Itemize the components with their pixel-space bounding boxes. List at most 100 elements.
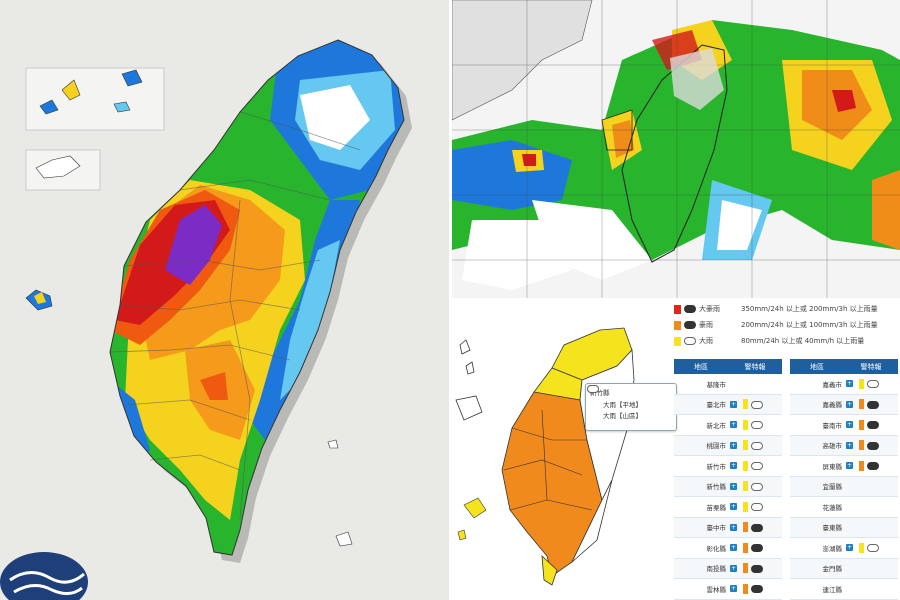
legend-level: 豪雨 [699,321,713,329]
table-row: 雲林縣 + [674,579,782,600]
cloud-icon [590,411,601,419]
warning-level-bar [743,563,748,574]
rain-cloud-icon [866,379,879,389]
county-name: 臺東縣 [822,524,843,533]
expand-icon[interactable]: + [730,400,737,408]
table-row: 花蓮縣+ [790,497,898,518]
table-header: 地區 警特報 [674,359,782,374]
rain-cloud-icon [750,420,763,430]
popup-line: 大雨【平地】 [603,400,642,409]
legend-desc: 80mm/24h 以上或 40mm/h 以上雨量 [741,337,865,345]
legend-desc: 200mm/24h 以上或 100mm/3h 以上雨量 [741,321,878,329]
table-header: 地區 警特報 [790,359,898,374]
expand-icon[interactable]: + [846,421,853,429]
warning-level-bar [859,542,864,553]
expand-icon[interactable]: + [846,441,853,449]
expand-icon[interactable]: + [730,523,737,531]
warning-level-bar [743,522,748,533]
table-row: 新竹市 + [674,456,782,477]
table-row: 嘉義縣 + [790,394,898,415]
table-row: 臺中市 + [674,517,782,538]
warning-level-bar [743,583,748,594]
expand-icon[interactable]: + [730,544,737,552]
table-row: 金門縣+ [790,558,898,579]
rain-cloud-icon [683,304,696,314]
rain-cloud-icon [866,543,879,553]
warning-map [455,327,635,586]
expand-icon[interactable]: + [730,503,737,511]
rain-cloud-icon [866,461,879,471]
county-name: 連江縣 [822,585,843,594]
warning-level-bar [743,460,748,471]
county-name: 臺中市 [706,524,727,533]
cloud-icon [590,400,601,408]
expand-icon[interactable]: + [730,421,737,429]
panel-divider [452,298,900,300]
county-name: 臺北市 [706,401,727,410]
expand-icon[interactable]: + [846,544,853,552]
popup-row: 大雨【平地】 [590,398,672,409]
county-name: 新竹縣 [706,483,727,492]
county-name: 嘉義市 [822,380,843,389]
rain-cloud-icon [750,400,763,409]
expand-icon[interactable]: + [846,400,853,408]
county-name: 高雄市 [822,442,843,451]
table-row: 連江縣+ [790,579,898,600]
rain-cloud-icon [750,543,763,553]
lat-lon-grid [452,0,900,298]
table-row: 苗栗縣 + [674,497,782,518]
legend-row-torrential: 豪雨 200mm/24h 以上或 100mm/3h 以上雨量 [674,318,878,332]
legend-swatch [674,304,681,314]
taiwan-outline [621,44,728,263]
rain-cloud-icon [750,564,763,573]
rain-cloud-icon [683,336,696,346]
expand-icon[interactable]: + [730,462,737,470]
table-row: 桃園市 + [674,435,782,456]
rainfall-map [0,39,412,600]
expand-icon[interactable]: + [846,462,853,470]
header-warning: 警特報 [860,362,882,371]
county-name: 宜蘭縣 [822,483,843,492]
expand-icon[interactable]: + [730,482,737,490]
county-name: 臺南市 [822,421,843,430]
expand-icon[interactable]: + [730,564,737,572]
warning-level-bar [743,440,748,451]
rain-cloud-icon [750,584,763,594]
panel-divider [449,0,452,600]
expand-icon[interactable]: + [730,585,737,593]
popup-title: 新竹縣 [590,389,610,397]
rainfall-map-panel [0,0,449,600]
county-name: 花蓮縣 [822,503,843,512]
table-row: 高雄市 + [790,435,898,456]
county-name: 嘉義縣 [822,401,843,410]
warning-level-bar [743,501,748,512]
county-name: 新北市 [706,421,727,430]
warning-level-bar [743,399,748,410]
county-name: 澎湖縣 [822,544,843,553]
legend-row-heavy: 大雨 80mm/24h 以上或 40mm/h 以上雨量 [674,334,864,348]
rain-cloud-icon [866,400,879,409]
rain-cloud-icon [750,441,763,450]
legend-swatch [674,336,681,346]
expand-icon[interactable]: + [730,441,737,449]
county-name: 苗栗縣 [706,503,727,512]
table-row: 澎湖縣 + [790,538,898,559]
rain-cloud-icon [750,523,763,532]
cwb-logo [0,552,88,600]
header-region: 地區 [810,362,824,371]
county-name: 桃園市 [706,442,727,451]
header-warning: 警特報 [744,362,766,371]
header-region: 地區 [694,362,708,371]
legend-level: 大雨 [699,337,713,345]
legend-level: 大豪雨 [699,305,720,313]
rain-cloud-icon [750,482,763,491]
expand-icon[interactable]: + [846,380,853,388]
warning-level-bar [859,399,864,410]
table-row: 新北市 + [674,415,782,436]
warning-level-bar [859,460,864,471]
county-name: 南投縣 [706,565,727,574]
rain-cloud-icon [750,461,763,471]
table-row: 南投縣 + [674,558,782,579]
